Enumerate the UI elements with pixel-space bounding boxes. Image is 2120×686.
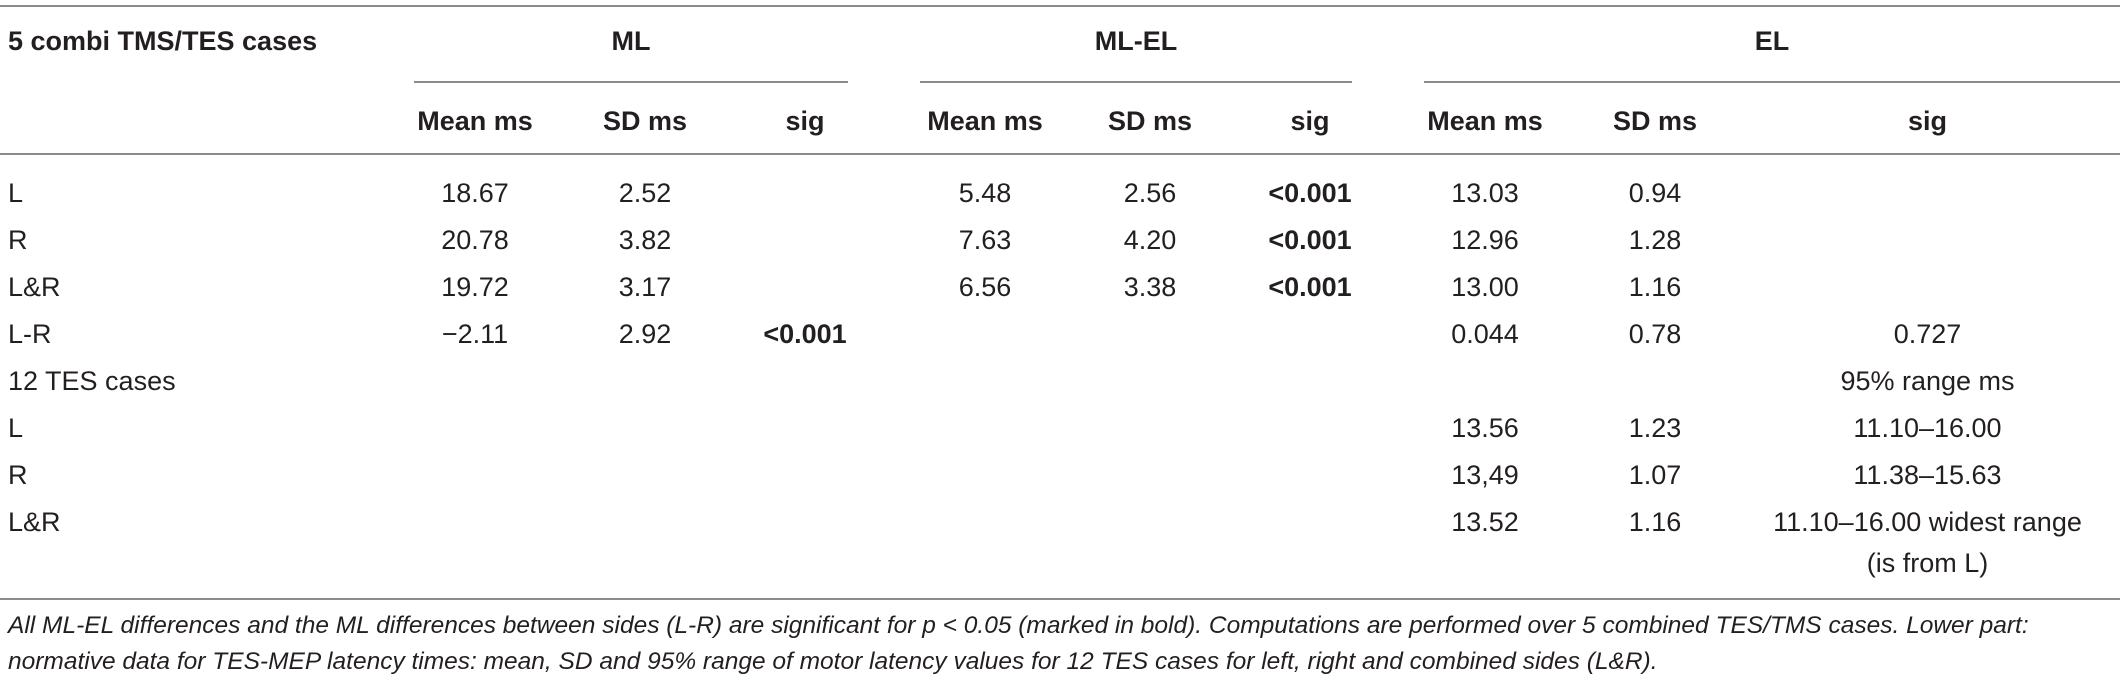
el-sd-cell: 0.78 xyxy=(1628,319,1682,349)
ml-group-rule xyxy=(414,81,848,83)
el-range-cell-line2: (is from L) xyxy=(1866,548,1989,578)
col-header-mlel-mean: Mean ms xyxy=(927,106,1043,136)
el-range-cell: 11.10–16.00 xyxy=(1853,413,2002,443)
mlel-sig-cell xyxy=(1245,311,1375,358)
el-mean-cell: 13,49 xyxy=(1451,460,1519,490)
header-bottom-rule xyxy=(0,153,2120,155)
ml-sig-cell xyxy=(740,170,870,217)
mlel-sd-cell xyxy=(1085,311,1215,358)
mlel-sig-cell: <0.001 xyxy=(1268,225,1352,255)
col-header-el-sig: sig xyxy=(1907,106,1947,136)
range-header: 95% range ms xyxy=(1840,366,2015,396)
ml-sd-cell: 3.17 xyxy=(618,272,672,302)
mlel-sd-cell: 4.20 xyxy=(1123,225,1177,255)
group-header-ml: ML xyxy=(611,26,651,56)
row-label: R xyxy=(8,225,28,255)
el-sd-cell: 1.07 xyxy=(1628,460,1682,490)
table-footnote: All ML-EL differences and the ML differe… xyxy=(8,612,2029,675)
el-sd-cell: 1.23 xyxy=(1628,413,1682,443)
ml-mean-cell: 19.72 xyxy=(441,272,509,302)
el-mean-cell: 12.96 xyxy=(1451,225,1519,255)
el-mean-cell: 13.03 xyxy=(1451,178,1519,208)
col-header-mlel-sd: SD ms xyxy=(1107,106,1193,136)
col-header-el-sd: SD ms xyxy=(1612,106,1698,136)
mlel-sd-cell: 2.56 xyxy=(1123,178,1177,208)
el-sd-cell: 1.16 xyxy=(1628,272,1682,302)
row-label: L xyxy=(8,178,24,208)
el-sd-cell: 0.94 xyxy=(1628,178,1682,208)
el-sig-cell xyxy=(1755,170,2100,217)
mlel-mean-cell xyxy=(910,311,1060,358)
mlel-sig-cell: <0.001 xyxy=(1268,272,1352,302)
el-sd-cell: 1.16 xyxy=(1628,507,1682,537)
ml-mean-cell: −2.11 xyxy=(441,319,509,349)
mlel-sig-cell: <0.001 xyxy=(1268,178,1352,208)
col-header-mlel-sig: sig xyxy=(1290,106,1330,136)
section-label: 12 TES cases xyxy=(8,366,176,396)
ml-sd-cell: 2.92 xyxy=(618,319,672,349)
el-range-cell: 11.38–15.63 xyxy=(1853,460,2002,490)
ml-sig-cell xyxy=(740,264,870,311)
row-label: L&R xyxy=(8,507,61,537)
mlel-group-rule xyxy=(920,81,1352,83)
col-header-ml-sd: SD ms xyxy=(602,106,688,136)
el-sd-cell: 1.28 xyxy=(1628,225,1682,255)
col-header-ml-sig: sig xyxy=(785,106,825,136)
row-label: L&R xyxy=(8,272,61,302)
ml-sig-cell: <0.001 xyxy=(763,319,847,349)
el-sig-cell: 0.727 xyxy=(1893,319,1962,349)
row-label: L-R xyxy=(8,319,52,349)
col-header-ml-mean: Mean ms xyxy=(417,106,533,136)
el-group-rule xyxy=(1424,81,2120,83)
group-header-mlel: ML-EL xyxy=(1094,26,1178,56)
el-mean-cell: 13.52 xyxy=(1451,507,1519,537)
row-label: L xyxy=(8,413,24,443)
row-label: R xyxy=(8,460,28,490)
table-bottom-rule xyxy=(0,598,2120,600)
corner-header: 5 combi TMS/TES cases xyxy=(8,26,318,56)
el-range-cell: 11.10–16.00 widest range xyxy=(1773,507,2082,537)
table-top-rule xyxy=(0,5,2120,7)
col-header-el-mean: Mean ms xyxy=(1427,106,1543,136)
el-sig-cell xyxy=(1755,217,2100,264)
ml-mean-cell: 18.67 xyxy=(441,178,509,208)
ml-sig-cell xyxy=(740,217,870,264)
el-mean-cell: 13.00 xyxy=(1451,272,1519,302)
el-mean-cell: 13.56 xyxy=(1451,413,1519,443)
mlel-mean-cell: 5.48 xyxy=(958,178,1012,208)
group-header-el: EL xyxy=(1754,26,1790,56)
el-mean-cell: 0.044 xyxy=(1451,319,1519,349)
mlel-mean-cell: 7.63 xyxy=(958,225,1012,255)
mlel-sd-cell: 3.38 xyxy=(1123,272,1177,302)
ml-sd-cell: 2.52 xyxy=(618,178,672,208)
ml-mean-cell: 20.78 xyxy=(441,225,509,255)
el-sig-cell xyxy=(1755,264,2100,311)
mlel-mean-cell: 6.56 xyxy=(958,272,1012,302)
ml-sd-cell: 3.82 xyxy=(618,225,672,255)
